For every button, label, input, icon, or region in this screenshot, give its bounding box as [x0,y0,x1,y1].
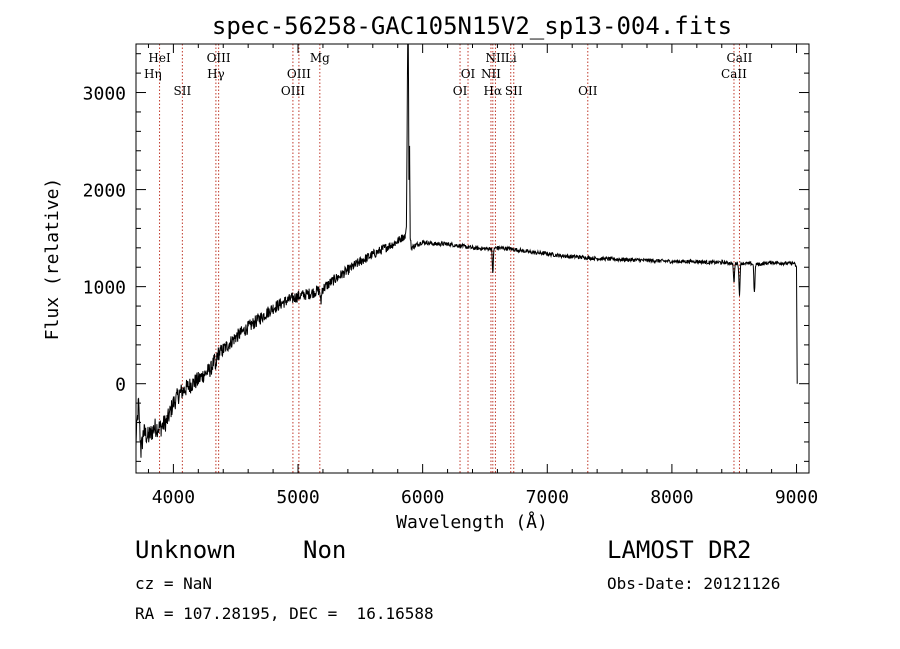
line-label: Mg [310,51,330,65]
x-tick-label: 9000 [775,487,818,508]
object-class: Unknown [135,536,237,564]
line-markers [159,44,740,473]
y-tick-label: 0 [115,375,126,396]
line-label: NII [481,67,501,81]
line-label: OII [578,84,598,98]
line-label: OIII [281,84,305,98]
y-axis-ticks: 0 1000 2000 3000 [83,53,809,462]
line-label: SII [505,84,523,98]
line-label: Hα [484,84,503,98]
plot-frame [135,43,810,474]
line-label: OI [453,84,468,98]
x-axis-ticks: 4000 5000 6000 7000 8000 9000 [147,44,818,508]
x-tick-label: 5000 [276,487,319,508]
line-label: OI [461,67,476,81]
spectrum-chart: spec-56258-GAC105N15V2_sp13-004.fits HeI… [42,12,818,533]
line-label: CaII [727,51,753,65]
y-tick-label: 3000 [83,84,126,105]
x-tick-label: 6000 [401,487,444,508]
x-tick-label: 4000 [152,487,195,508]
line-label: CaII [721,67,747,81]
line-label: NII [485,51,505,65]
line-label: OIII [287,67,311,81]
survey-release: LAMOST DR2 [607,536,752,564]
x-tick-label: 7000 [526,487,569,508]
x-tick-label: 8000 [650,487,693,508]
y-tick-label: 2000 [83,181,126,202]
chart-title: spec-56258-GAC105N15V2_sp13-004.fits [212,12,732,40]
coordinates: RA = 107.28195, DEC = 16.16588 [135,604,434,623]
spectrum-line [135,43,798,458]
y-axis-label: Flux (relative) [42,178,63,341]
line-label: Li [505,51,517,65]
line-label: Hγ [207,67,225,81]
redshift-cz: cz = NaN [135,574,213,593]
object-subclass: Non [303,536,347,564]
y-tick-label: 1000 [83,278,126,299]
x-axis-label: Wavelength (Å) [396,511,548,533]
line-label: OIII [207,51,231,65]
observation-date: Obs-Date: 20121126 [607,574,781,593]
line-label: Hη [144,67,162,81]
line-label: HeI [148,51,171,65]
line-label: SII [174,84,192,98]
